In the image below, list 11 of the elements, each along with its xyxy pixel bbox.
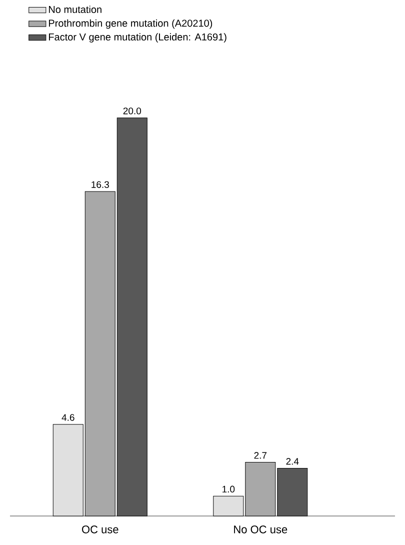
- data-label: 2.4: [286, 458, 299, 465]
- data-label: 1.0: [222, 486, 235, 493]
- legend-label: Prothrombin gene mutation (A20210): [48, 19, 212, 29]
- data-label: 20.0: [123, 108, 142, 114]
- legend-label: Factor V gene mutation (Leiden: A1691): [48, 33, 226, 42]
- data-label: 4.6: [62, 414, 74, 421]
- x-tick-label: OC use: [82, 526, 118, 534]
- x-tick-label: No OC use: [234, 526, 288, 534]
- data-label: 16.3: [92, 181, 109, 188]
- data-label: 2.7: [254, 452, 267, 459]
- legend-label: No mutation: [48, 6, 102, 14]
